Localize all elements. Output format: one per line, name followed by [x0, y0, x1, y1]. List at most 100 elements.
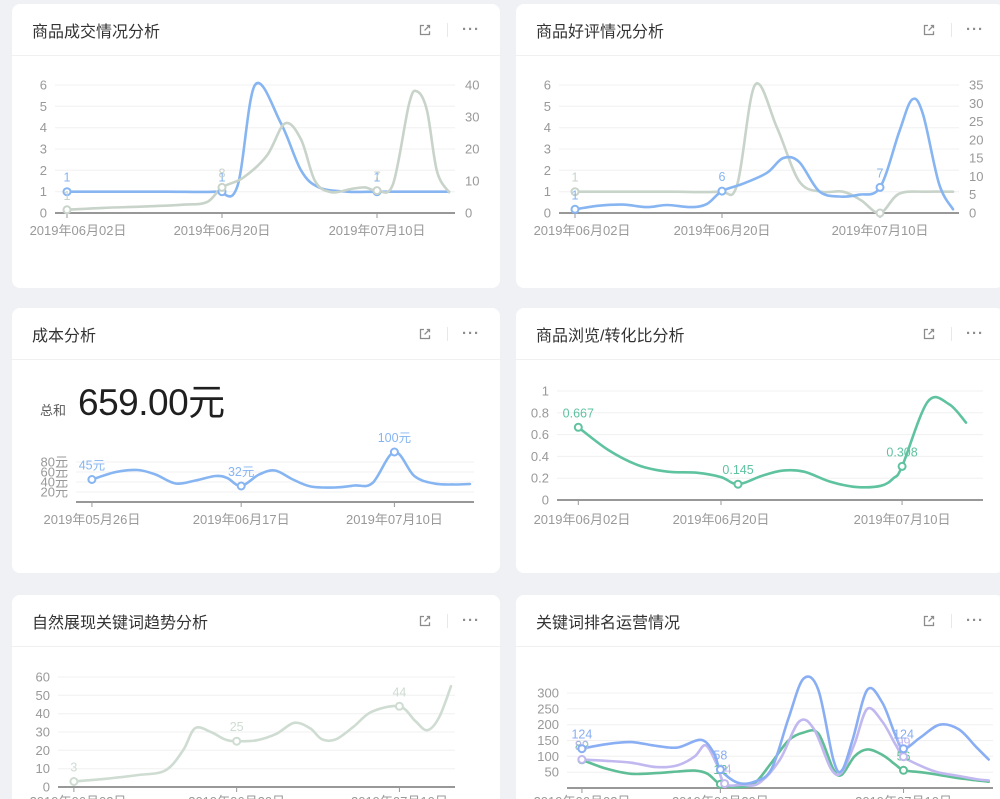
open-in-new-button[interactable]	[415, 20, 435, 40]
card-header: 自然展现关键词趋势分析 ···	[12, 595, 500, 647]
open-in-new-button[interactable]	[919, 324, 939, 344]
open-in-new-icon	[923, 328, 935, 339]
card-header: 关键词排名运营情况 ···	[516, 595, 1000, 647]
svg-text:50: 50	[36, 688, 50, 703]
svg-text:0.667: 0.667	[563, 406, 594, 420]
svg-text:2019年06月02日: 2019年06月02日	[30, 794, 127, 799]
open-in-new-button[interactable]	[919, 611, 939, 631]
open-in-new-icon	[923, 24, 935, 35]
card-header: 商品浏览/转化比分析 ···	[516, 308, 1000, 360]
svg-text:2019年06月02日: 2019年06月02日	[534, 512, 631, 527]
svg-text:20: 20	[465, 142, 479, 157]
more-menu-button[interactable]: ···	[966, 21, 984, 38]
svg-text:100: 100	[537, 749, 559, 764]
svg-text:2019年06月02日: 2019年06月02日	[534, 223, 631, 238]
svg-text:7: 7	[877, 166, 884, 180]
svg-text:60: 60	[36, 670, 50, 685]
svg-text:5: 5	[40, 99, 47, 114]
svg-text:8: 8	[219, 166, 226, 180]
cost-summary: 总和 659.00元	[40, 372, 225, 426]
svg-text:10: 10	[465, 174, 479, 189]
open-in-new-button[interactable]	[919, 20, 939, 40]
chart-conversion[interactable]: 1 0.8 0.6 0.4 0.2 0 2019年06月02日 2019年06月20日 2019…	[516, 308, 1000, 573]
action-divider	[951, 326, 952, 341]
card-conversion-analysis: 商品浏览/转化比分析 ··· 1 0.8 0.6 0.4 0.2 0 2019年06月02日…	[516, 308, 1000, 573]
svg-text:44: 44	[392, 685, 406, 699]
svg-text:32元: 32元	[228, 465, 254, 479]
card-header: 成本分析 ···	[12, 308, 500, 360]
svg-text:20: 20	[969, 132, 983, 147]
svg-text:2019年07月10日: 2019年07月10日	[346, 512, 443, 527]
svg-text:2019年06月20日: 2019年06月20日	[188, 794, 285, 799]
card-title: 商品成交情况分析	[32, 23, 161, 41]
svg-text:100元: 100元	[378, 431, 411, 445]
svg-text:2019年06月02日: 2019年06月02日	[534, 794, 631, 799]
svg-text:2019年06月02日: 2019年06月02日	[30, 223, 127, 238]
svg-text:5: 5	[544, 99, 551, 114]
open-in-new-icon	[419, 328, 431, 339]
svg-text:30: 30	[969, 96, 983, 111]
card-actions: ···	[919, 324, 986, 344]
svg-text:25: 25	[969, 114, 983, 129]
svg-text:3: 3	[544, 142, 551, 157]
svg-text:0.308: 0.308	[886, 445, 917, 459]
card-header: 商品成交情况分析 ···	[12, 4, 500, 56]
more-menu-button[interactable]: ···	[462, 612, 480, 629]
svg-text:2019年06月20日: 2019年06月20日	[672, 794, 769, 799]
svg-text:2019年06月17日: 2019年06月17日	[193, 512, 290, 527]
svg-text:10: 10	[36, 761, 50, 776]
svg-text:1: 1	[40, 184, 47, 199]
svg-text:1: 1	[572, 171, 579, 185]
svg-text:40: 40	[36, 706, 50, 721]
svg-text:6: 6	[719, 170, 726, 184]
more-menu-button[interactable]: ···	[462, 325, 480, 342]
action-divider	[447, 613, 448, 628]
svg-text:2019年07月10日: 2019年07月10日	[329, 223, 426, 238]
svg-text:1: 1	[64, 171, 71, 185]
card-header: 商品好评情况分析 ···	[516, 4, 1000, 56]
card-actions: ···	[415, 20, 482, 40]
svg-text:50: 50	[545, 765, 559, 780]
svg-text:20: 20	[36, 743, 50, 758]
svg-text:150: 150	[537, 733, 559, 748]
card-actions: ···	[919, 611, 986, 631]
svg-text:10: 10	[969, 169, 983, 184]
action-divider	[951, 22, 952, 37]
open-in-new-button[interactable]	[415, 324, 435, 344]
svg-text:4: 4	[40, 120, 47, 135]
svg-text:25: 25	[230, 720, 244, 734]
more-menu-button[interactable]: ···	[966, 325, 984, 342]
more-menu-button[interactable]: ···	[462, 21, 480, 38]
svg-text:0.2: 0.2	[531, 471, 549, 486]
svg-text:0: 0	[969, 206, 976, 221]
svg-text:30: 30	[36, 725, 50, 740]
svg-text:300: 300	[537, 686, 559, 701]
svg-text:6: 6	[544, 78, 551, 93]
more-menu-button[interactable]: ···	[966, 612, 984, 629]
svg-text:0.8: 0.8	[531, 405, 549, 420]
card-actions: ···	[415, 324, 482, 344]
card-keyword-trend: 自然展现关键词趋势分析 ··· 60 50 40 30 20 10 02019年06月02日…	[12, 595, 500, 799]
svg-text:0.6: 0.6	[531, 427, 549, 442]
open-in-new-button[interactable]	[415, 611, 435, 631]
svg-text:58: 58	[713, 749, 727, 763]
open-in-new-icon	[419, 24, 431, 35]
svg-text:2: 2	[40, 163, 47, 178]
svg-text:1: 1	[542, 384, 549, 399]
card-deal-analysis: 商品成交情况分析 ··· 6 5 4 3 2 1 0 40 30 20 10 0 2019年06月02日…	[12, 4, 500, 288]
svg-text:0: 0	[542, 493, 549, 508]
svg-text:1: 1	[544, 184, 551, 199]
card-actions: ···	[415, 611, 482, 631]
svg-text:0: 0	[465, 206, 472, 221]
svg-text:2019年06月20日: 2019年06月20日	[174, 223, 271, 238]
svg-text:45元: 45元	[79, 459, 105, 473]
svg-text:60元: 60元	[41, 465, 68, 480]
svg-text:40: 40	[465, 78, 479, 93]
